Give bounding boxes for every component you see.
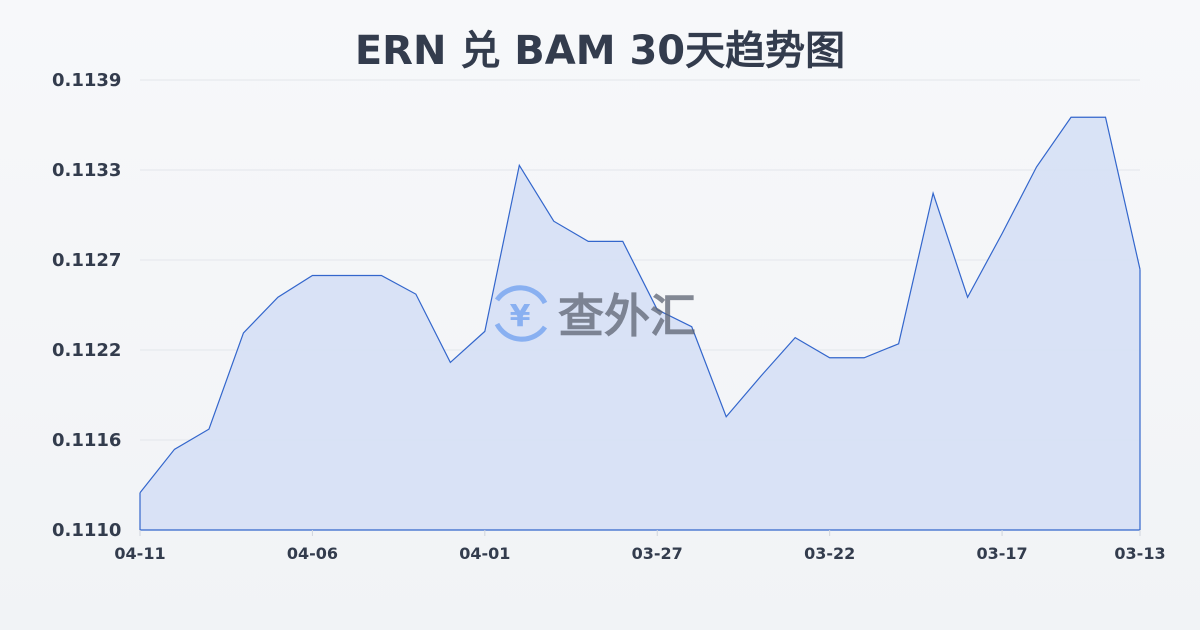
x-tick-label: 03-13: [1114, 544, 1165, 563]
chart-title: ERN 兑 BAM 30天趋势图: [354, 28, 846, 74]
y-tick-label: 0.1122: [52, 340, 121, 361]
area-fill: [140, 117, 1140, 530]
yen-exchange-icon-arc: [494, 322, 548, 342]
y-tick-label: 0.1110: [52, 520, 121, 541]
y-tick-label: 0.1133: [52, 160, 121, 181]
series-line: [139, 116, 1141, 494]
x-tick-label: 03-22: [804, 544, 855, 563]
y-tick-label: 0.1116: [52, 430, 121, 451]
yen-exchange-icon: [494, 285, 548, 305]
yen-glyph: ¥: [510, 299, 531, 334]
x-tick-label: 03-27: [632, 544, 683, 563]
watermark-text: 查外汇: [558, 289, 696, 343]
x-tick-label: 04-11: [114, 544, 165, 563]
x-tick-label: 04-01: [459, 544, 510, 563]
x-tick-label: 03-17: [976, 544, 1027, 563]
y-tick-label: 0.1139: [52, 70, 121, 91]
y-tick-label: 0.1127: [52, 250, 121, 271]
watermark-logo: ¥ 查外汇: [494, 285, 696, 343]
x-tick-label: 04-06: [287, 544, 338, 563]
